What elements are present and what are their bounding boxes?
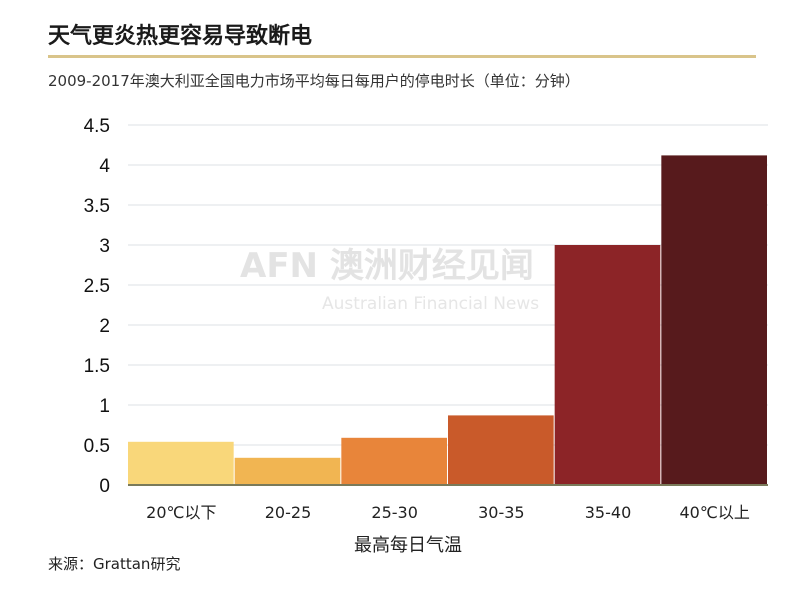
x-tick-label: 20℃以下: [146, 503, 216, 522]
y-tick-label: 3.5: [84, 196, 110, 217]
y-tick-label: 1.5: [84, 356, 110, 377]
x-tick-label: 25-30: [371, 503, 418, 522]
y-tick-label: 2: [99, 316, 110, 337]
title-divider: [48, 55, 756, 58]
bar: [234, 457, 341, 485]
bar: [128, 441, 234, 485]
y-tick-label: 4.5: [84, 116, 110, 137]
bar: [554, 245, 661, 485]
bar: [341, 437, 447, 485]
watermark-logo: AFN 澳洲财经见闻: [240, 246, 534, 286]
y-tick-label: 3: [99, 236, 110, 257]
chart-source: 来源：Grattan研究: [48, 555, 181, 573]
bar: [661, 155, 767, 485]
x-tick-label: 35-40: [585, 503, 632, 522]
chart-subtitle: 2009-2017年澳大利亚全国电力市场平均每日每用户的停电时长（单位：分钟）: [48, 72, 580, 90]
x-tick-label: 30-35: [478, 503, 525, 522]
chart-title: 天气更炎热更容易导致断电: [48, 24, 313, 49]
bar: [448, 415, 554, 485]
y-tick-label: 2.5: [84, 276, 110, 297]
y-tick-label: 1: [99, 396, 110, 417]
x-axis-label: 最高每日气温: [354, 535, 462, 556]
y-tick-label: 0: [99, 476, 110, 497]
y-tick-label: 0.5: [84, 436, 110, 457]
x-tick-label: 40℃以上: [679, 503, 749, 522]
y-tick-label: 4: [99, 156, 110, 177]
x-tick-label: 20-25: [265, 503, 312, 522]
watermark-subtitle: Australian Financial News: [322, 294, 540, 314]
